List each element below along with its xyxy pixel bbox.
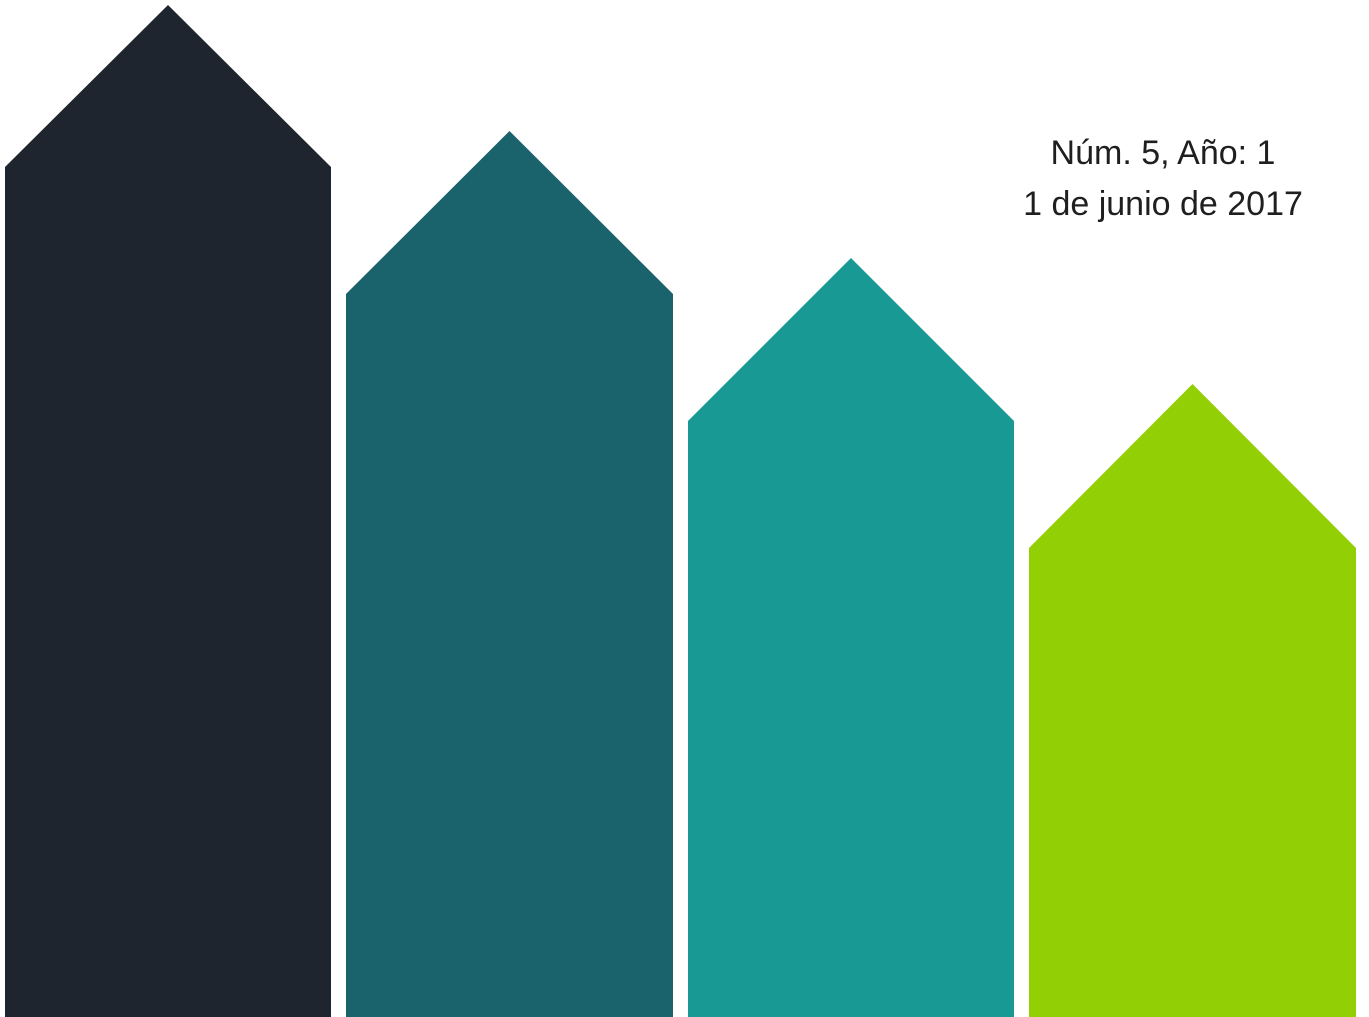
- decorative-bar-2: [346, 131, 673, 1017]
- issue-info: Núm. 5, Año: 1 1 de junio de 2017: [983, 128, 1343, 230]
- decorative-bar-3: [688, 258, 1014, 1017]
- decorative-bar-4: [1029, 384, 1356, 1017]
- issue-date: 1 de junio de 2017: [1023, 185, 1303, 223]
- decorative-bar-1: [5, 5, 331, 1017]
- issue-number: Núm. 5, Año: 1: [1050, 134, 1276, 172]
